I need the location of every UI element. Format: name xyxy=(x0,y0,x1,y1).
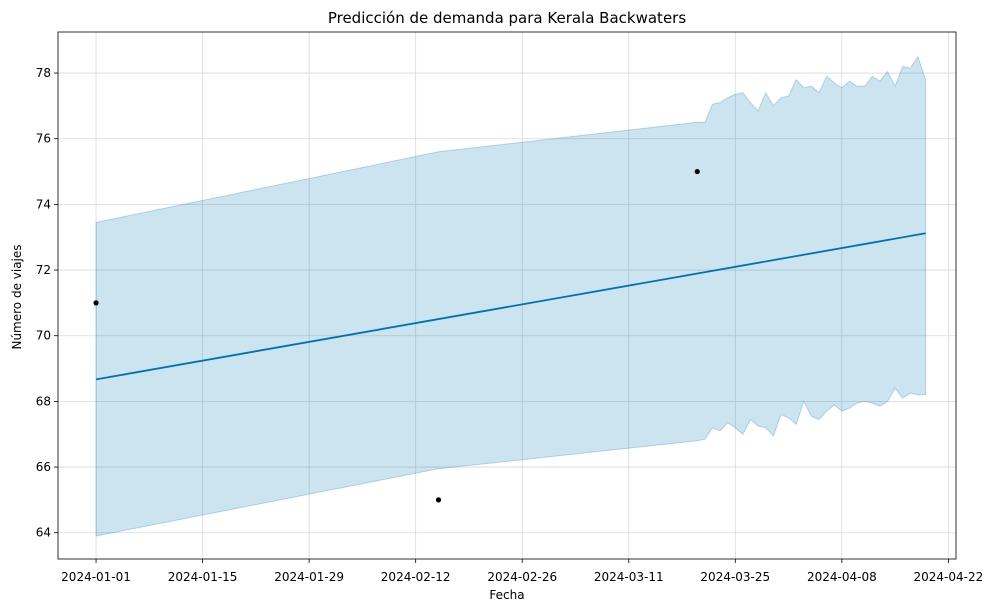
y-tick-label: 74 xyxy=(36,197,51,211)
plot-frame xyxy=(57,31,957,560)
y-tick-label: 78 xyxy=(36,66,51,80)
x-tick-label: 2024-02-12 xyxy=(381,570,451,584)
y-axis-label: Número de viajes xyxy=(10,244,24,349)
y-tick-label: 68 xyxy=(36,394,51,408)
x-axis-label: Fecha xyxy=(489,588,524,602)
forecast-line xyxy=(95,232,926,381)
uncertainty-band-layer xyxy=(95,55,927,537)
grid xyxy=(58,32,956,559)
x-tick-label: 2024-02-26 xyxy=(487,570,557,584)
x-tick-label: 2024-01-01 xyxy=(61,570,131,584)
y-tick-label: 64 xyxy=(36,526,51,540)
y-tick-label: 72 xyxy=(36,263,51,277)
x-tick-label: 2024-01-15 xyxy=(168,570,238,584)
y-tick-label: 70 xyxy=(36,329,51,343)
forecast-line-layer xyxy=(95,232,926,381)
y-tick-label: 66 xyxy=(36,460,51,474)
observed-point xyxy=(93,300,99,306)
x-tick-label: 2024-01-29 xyxy=(274,570,344,584)
chart-title: Predicción de demanda para Kerala Backwa… xyxy=(328,9,687,27)
uncertainty-band xyxy=(95,55,927,537)
observed-point xyxy=(694,168,700,175)
x-axis-ticks: 2024-01-01 2024-01-15 2024-01-29 2024-02-12… xyxy=(61,559,983,584)
x-tick-label: 2024-03-11 xyxy=(594,570,664,584)
y-tick-label: 76 xyxy=(36,132,51,146)
observed-point xyxy=(435,497,442,503)
observed-points-layer xyxy=(93,168,700,503)
x-tick-label: 2024-03-25 xyxy=(700,570,770,584)
y-axis-ticks: 64 66 68 70 72 74 76 78 xyxy=(36,66,58,540)
x-tick-label: 2024-04-08 xyxy=(807,570,877,584)
x-tick-label: 2024-04-22 xyxy=(914,570,984,584)
